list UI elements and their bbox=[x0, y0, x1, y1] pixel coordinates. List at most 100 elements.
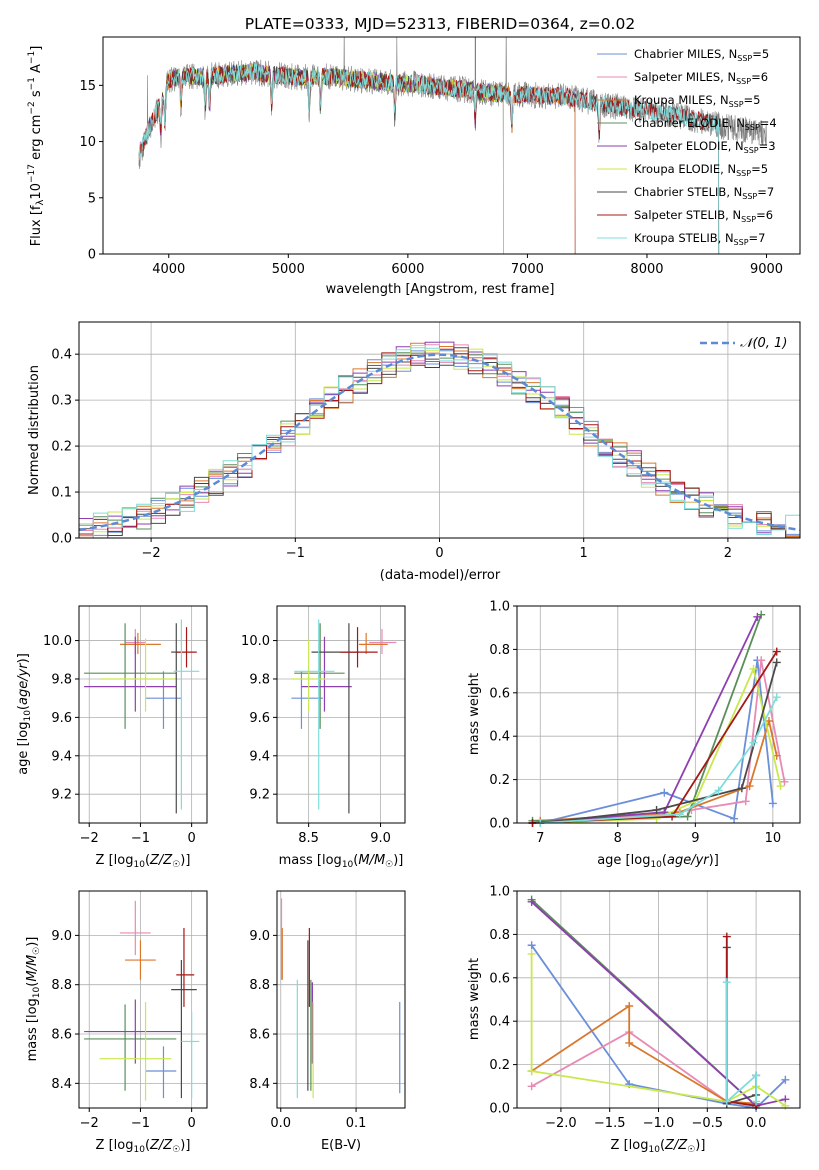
kroupa-stelib-model-line bbox=[138, 63, 720, 254]
age-vs-mass-panel: 8.5 9.0 9.2 9.4 9.6 9.8 10.0 mass [log10(M/M☉)… bbox=[241, 605, 406, 870]
y-tick-label: 0.2 bbox=[489, 773, 510, 788]
y-tick-label: 0.4 bbox=[489, 730, 510, 745]
age-vs-mass-xlabel: mass [log10(M/M☉)] bbox=[279, 853, 404, 870]
y-tick-label: 0.2 bbox=[489, 1058, 510, 1073]
legend-label: Chabrier STELIB, NSSP=7 bbox=[634, 185, 774, 201]
kroupa-stelib-weight-marker bbox=[749, 738, 758, 747]
legend-label: Kroupa STELIB, NSSP=7 bbox=[634, 231, 765, 247]
chabrier-miles-weight-marker bbox=[730, 814, 739, 823]
age-vs-mass-frame bbox=[276, 605, 406, 824]
kroupa-stelib-weight-marker bbox=[752, 1071, 761, 1080]
x-tick-label: 0.0 bbox=[746, 1116, 767, 1131]
weight-vs-age-frame bbox=[516, 605, 801, 824]
y-tick-label: 9.6 bbox=[51, 711, 72, 726]
y-tick-label: 8.8 bbox=[51, 978, 72, 993]
spectrum-ylabel: Flux [fλ10−17 erg cm−2 s−1 A−1] bbox=[27, 46, 46, 247]
age-vs-Z-panel: −2 −1 0 9.2 9.4 9.6 9.8 10.0 Z [log10(Z/Z☉)] ag… bbox=[16, 605, 208, 870]
legend-label: Salpeter STELIB, NSSP=6 bbox=[634, 208, 773, 224]
y-tick-label: 1.0 bbox=[489, 885, 510, 900]
kroupa-elodie-weight-marker bbox=[776, 782, 785, 791]
weight-vs-age-panel: 7 8 9 10 0.0 0.2 0.4 0.6 0.8 1.0 age [log10(age/y… bbox=[467, 600, 801, 870]
x-tick-label: 8 bbox=[614, 831, 622, 846]
x-tick-label: −1 bbox=[131, 831, 150, 846]
x-tick-label: 1 bbox=[580, 546, 588, 561]
x-tick-label: −2.0 bbox=[545, 1116, 577, 1131]
x-tick-label: 0 bbox=[187, 831, 195, 846]
x-tick-label: 4000 bbox=[152, 262, 185, 277]
mass-vs-ebv-xlabel: E(B-V) bbox=[321, 1138, 361, 1153]
salpeter-elodie-weight-marker bbox=[753, 612, 762, 621]
salpeter-stelib-weight-marker bbox=[722, 932, 731, 941]
mass-vs-Z-panel: −2 −1 0 8.4 8.6 8.8 9.0 Z [log10(Z/Z☉)] mass [… bbox=[25, 890, 208, 1155]
x-tick-label: 8.5 bbox=[298, 831, 319, 846]
chabrier-miles-weight-marker bbox=[660, 788, 669, 797]
spectrum-xlabel: wavelength [Angstrom, rest frame] bbox=[326, 282, 555, 297]
mass-vs-Z-xlabel: Z [log10(Z/Z☉)] bbox=[96, 1138, 191, 1155]
x-tick-label: −1 bbox=[286, 546, 305, 561]
kroupa-elodie-weight-marker bbox=[527, 1067, 536, 1076]
x-tick-label: 9.0 bbox=[370, 831, 391, 846]
chabrier-stelib-weight-marker bbox=[772, 658, 781, 667]
salpeter-miles-weight-marker bbox=[527, 1082, 536, 1091]
kroupa-elodie-weight-marker bbox=[527, 949, 536, 958]
salpeter-stelib-model-line bbox=[138, 64, 720, 254]
salpeter-miles-weight-line bbox=[532, 660, 786, 823]
chabrier-miles-weight-marker bbox=[527, 941, 536, 950]
y-tick-label: 9.8 bbox=[51, 672, 72, 687]
residual-xlabel: (data-model)/error bbox=[380, 568, 501, 583]
legend-label: Chabrier MILES, NSSP=5 bbox=[634, 47, 769, 63]
mass-vs-Z-frame bbox=[78, 890, 208, 1109]
weight-vs-Z-ylabel: mass weight bbox=[467, 958, 482, 1040]
y-tick-label: 0.3 bbox=[51, 394, 72, 409]
spectrum-panel: PLATE=0333, MJD=52313, FIBERID=0364, z=0… bbox=[27, 15, 801, 297]
y-tick-label: 0.4 bbox=[51, 348, 72, 363]
age-vs-Z-xlabel: Z [log10(Z/Z☉)] bbox=[96, 853, 191, 870]
residual-legend: 𝒩(0, 1) bbox=[700, 336, 787, 351]
x-tick-label: 0.0 bbox=[270, 1116, 291, 1131]
y-tick-label: 10.0 bbox=[43, 634, 72, 649]
x-tick-label: −2 bbox=[80, 831, 99, 846]
y-tick-label: 0.2 bbox=[51, 440, 72, 455]
weight-vs-Z-frame bbox=[516, 890, 801, 1109]
weight-vs-Z-xlabel: Z [log10(Z/Z☉)] bbox=[611, 1138, 706, 1155]
y-tick-label: 9.2 bbox=[249, 788, 270, 803]
age-vs-Z-ylabel: age [log10(age/yr)] bbox=[16, 653, 33, 775]
residual-ylabel: Normed distribution bbox=[27, 365, 42, 495]
y-tick-label: 0.0 bbox=[489, 817, 510, 832]
chabrier-stelib-weight-marker bbox=[652, 805, 661, 814]
x-tick-label: 0 bbox=[187, 1116, 195, 1131]
salpeter-stelib-weight-marker bbox=[668, 812, 677, 821]
age-vs-Z-frame bbox=[78, 605, 208, 824]
y-tick-label: 9.0 bbox=[51, 929, 72, 944]
y-tick-label: 9.8 bbox=[249, 672, 270, 687]
x-tick-label: 0 bbox=[435, 546, 443, 561]
kroupa-elodie-weight-marker bbox=[749, 664, 758, 673]
y-tick-label: 10 bbox=[79, 135, 96, 150]
y-tick-label: 8.6 bbox=[51, 1028, 72, 1043]
gaussian-legend-label: 𝒩(0, 1) bbox=[740, 336, 787, 351]
y-tick-label: 8.4 bbox=[249, 1077, 270, 1092]
kroupa-stelib-weight-marker bbox=[722, 978, 731, 987]
grid-lines bbox=[277, 891, 405, 1108]
x-tick-label: 5000 bbox=[272, 262, 305, 277]
chabrier-stelib-weight-marker bbox=[737, 784, 746, 793]
weight-vs-age-xlabel: age [log10(age/yr)] bbox=[597, 853, 719, 870]
kroupa-stelib-weight-marker bbox=[752, 1097, 761, 1106]
y-tick-label: 8.6 bbox=[249, 1028, 270, 1043]
mass-vs-ebv-frame bbox=[276, 890, 406, 1109]
kroupa-miles-weight-marker bbox=[625, 1038, 634, 1047]
y-tick-label: 10.0 bbox=[241, 634, 270, 649]
y-tick-label: 0.6 bbox=[489, 971, 510, 986]
x-tick-label: −1.0 bbox=[643, 1116, 675, 1131]
legend-label: Salpeter MILES, NSSP=6 bbox=[634, 70, 768, 86]
y-tick-label: 9.4 bbox=[51, 749, 72, 764]
y-tick-label: 9.0 bbox=[249, 929, 270, 944]
x-tick-label: 7 bbox=[536, 831, 544, 846]
y-tick-label: 9.2 bbox=[51, 788, 72, 803]
salpeter-stelib-weight-marker bbox=[772, 647, 781, 656]
x-tick-label: 9000 bbox=[750, 262, 783, 277]
weight-vs-Z-panel: −2.0 −1.5 −1.0 −0.5 0.0 0.0 0.2 0.4 0.6 0.8 1.0 Z … bbox=[467, 885, 801, 1155]
residual-panel: −2 −1 0 1 2 0.0 0.1 0.2 0.3 0.4 𝒩(0, 1) (data-mod… bbox=[27, 321, 801, 583]
gaussian-curve bbox=[79, 353, 800, 532]
